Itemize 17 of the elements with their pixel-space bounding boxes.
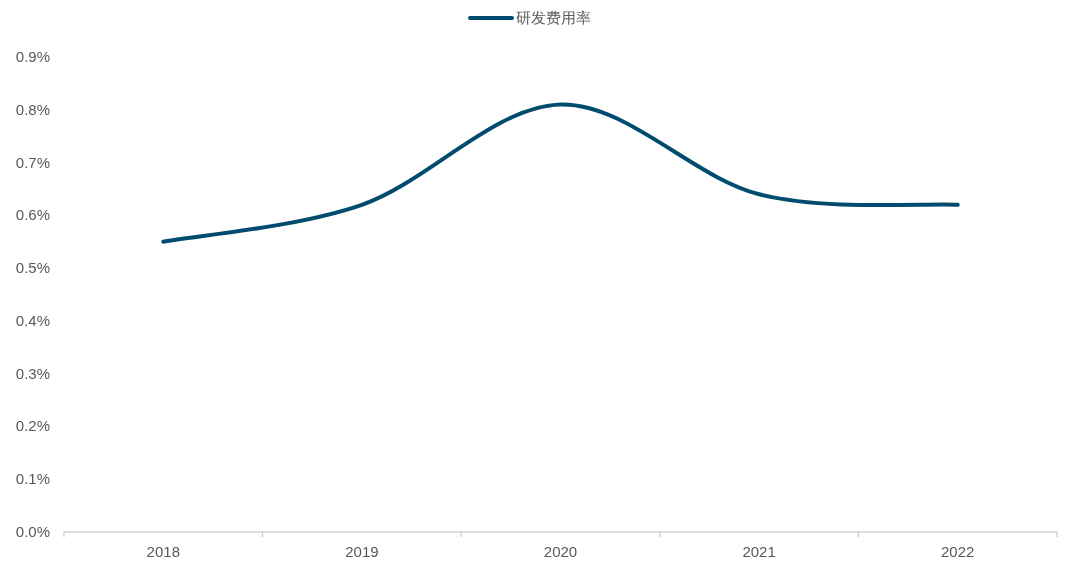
y-tick-label: 0.3% bbox=[15, 364, 50, 382]
y-tick-label: 0.9% bbox=[15, 48, 50, 65]
y-tick-label: 0.4% bbox=[15, 311, 50, 329]
y-tick-label: 0.2% bbox=[15, 417, 50, 435]
legend-label: 研发费用率 bbox=[516, 9, 591, 26]
x-tick-label: 2018 bbox=[146, 543, 180, 560]
x-tick-label: 2019 bbox=[345, 543, 379, 560]
y-tick-label: 0.1% bbox=[15, 470, 50, 488]
y-tick-label: 0.8% bbox=[15, 100, 50, 118]
y-tick-label: 0.0% bbox=[15, 523, 50, 540]
line-series bbox=[161, 102, 960, 244]
x-tick-label: 2020 bbox=[543, 543, 578, 560]
y-tick-label: 0.5% bbox=[15, 259, 50, 277]
y-tick-label: 0.6% bbox=[15, 206, 50, 224]
x-tick-label: 2022 bbox=[941, 543, 975, 560]
x-tick-label: 2021 bbox=[742, 543, 776, 560]
y-tick-label: 0.7% bbox=[15, 153, 50, 171]
